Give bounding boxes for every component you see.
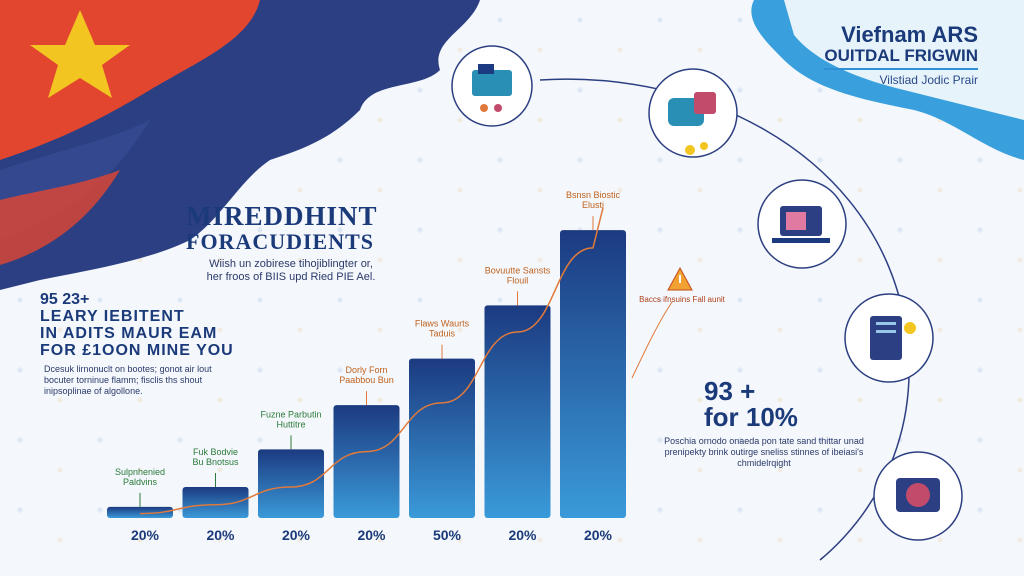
left-stat-line-1: 95 23+ [40, 291, 90, 308]
chart-subtitle: Wiish un zobirese tihojiblingter or, her… [186, 258, 396, 284]
right-stat-line-2: for 10% [704, 402, 798, 432]
warning-icon: Baccs ifnsuins Fall aunit [639, 266, 726, 304]
monitor-desk-icon [451, 45, 533, 127]
x-tick-label-7: 20% [584, 527, 613, 543]
x-tick-label-3: 20% [282, 527, 311, 543]
right-stat: 93 + for 10% [704, 378, 798, 430]
bar-2 [182, 487, 249, 518]
subtitle-line-1: Wiish un zobirese tihojiblingter or, [209, 258, 373, 270]
warning-text: Baccs ifnsuins Fall aunit [639, 295, 726, 304]
trend-line [139, 207, 604, 515]
bar-3 [258, 449, 324, 518]
bar-label-3: Fuzne Parbutin Huttitre [260, 409, 321, 429]
bar-label-7: Bsnsn Biostic Elusti [566, 190, 621, 210]
bar-label-5: Flaws Waurts Taduis [415, 319, 470, 339]
x-tick-label-2: 20% [206, 527, 235, 543]
left-stat-line-3: IN ADITS MAUR EAM [40, 325, 218, 342]
brand-line-3: Vilstiad Jodic Prair [879, 73, 978, 87]
book-coins-icon [844, 293, 934, 383]
bar-4 [333, 405, 400, 518]
bar-7 [560, 230, 626, 518]
brand-logo: Viefnam ARS OUITDAL FRIGWIN Vilstiad Jod… [824, 24, 978, 87]
x-tick-label-4: 20% [357, 527, 386, 543]
brand-line-1: Viefnam ARS [841, 22, 978, 47]
title-line-2: FORACUDIENTS [186, 229, 375, 254]
laptop-screen-icon [757, 179, 847, 269]
bar-5 [409, 358, 475, 518]
bar-6 [484, 305, 551, 518]
left-stat-line-2: LEARY IEBITENT [40, 308, 185, 325]
bar-label-2: Fuk Bodvie Bu Bnotsus [192, 447, 239, 467]
bar-label-1: Sulpnhenied Paldvins [115, 467, 165, 487]
warning-connector [631, 301, 673, 379]
left-stat: 95 23+ LEARY IEBITENT IN ADITS MAUR EAM … [40, 291, 234, 359]
left-description: Dcesuk lirnonuclt on bootes; gonot air l… [44, 364, 212, 396]
bar-label-6: Bovuutte Sansts Flouil [485, 265, 551, 285]
x-tick-label-5: 50% [433, 527, 462, 543]
vietnam-flag [0, 0, 480, 290]
flag-star-icon [30, 10, 130, 98]
coins-treasure-icon [648, 68, 738, 158]
bar-label-4: Dorly Forn Paabbou Bun [339, 365, 394, 385]
right-stat-line-1: 93 + [704, 376, 756, 406]
right-description: Poschia ornodo onaeda pon tate sand thit… [664, 436, 864, 468]
gift-box-icon [873, 451, 963, 541]
x-tick-label-1: 20% [131, 527, 160, 543]
brand-line-2: OUITDAL FRIGWIN [824, 46, 978, 70]
brand-blob [751, 0, 1024, 160]
x-tick-label-6: 20% [508, 527, 537, 543]
left-stat-line-4: FOR £1OON MINE YOU [40, 342, 234, 359]
chart-title: MIREDDHINT FORACUDIENTS [186, 202, 378, 254]
title-line-1: MIREDDHINT [186, 201, 378, 231]
subtitle-line-2: her froos of BIIS upd Ried PIE Ael. [206, 271, 376, 283]
bar-1 [107, 506, 173, 518]
